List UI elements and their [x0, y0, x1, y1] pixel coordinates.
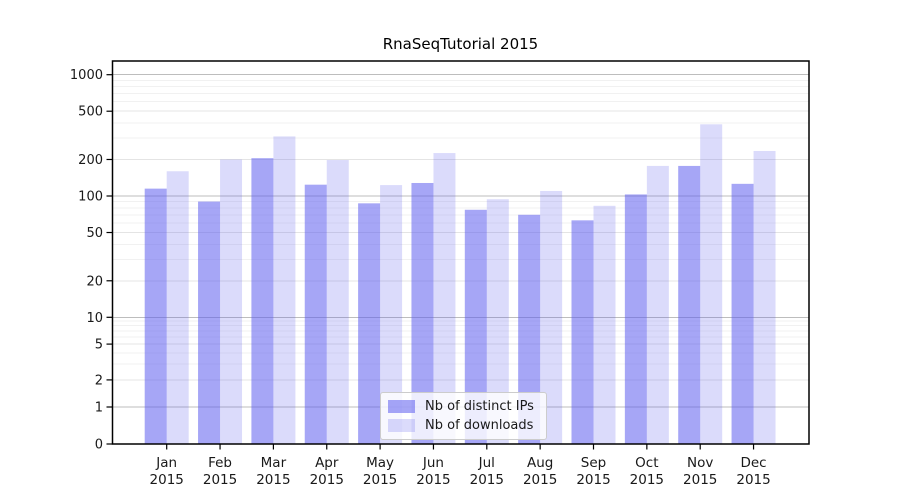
- bar-ips-oct: [624, 194, 647, 444]
- y-tick-label-200: 200: [78, 153, 103, 168]
- x-tick-year-feb: 2015: [203, 472, 237, 488]
- y-tick-label-5: 5: [95, 338, 103, 353]
- bar-downloads-may: [380, 185, 403, 444]
- bar-downloads-mar: [273, 136, 296, 444]
- bar-ips-nov: [678, 165, 701, 444]
- bar-downloads-aug: [540, 190, 563, 444]
- legend-swatch-downloads: [388, 419, 415, 432]
- y-tick-label-500: 500: [78, 105, 103, 120]
- x-tick-year-mar: 2015: [256, 472, 290, 488]
- y-tick-label-50: 50: [86, 226, 103, 241]
- bar-downloads-oct: [646, 165, 669, 444]
- y-tick-label-100: 100: [78, 190, 103, 205]
- bar-ips-jan: [144, 188, 167, 444]
- x-tick-label-jan: Jan: [155, 455, 177, 471]
- bar-downloads-jan: [166, 171, 189, 445]
- legend-swatch-distinct-ips: [388, 400, 415, 413]
- bar-downloads-nov: [700, 124, 723, 444]
- plot-border: [111, 60, 810, 445]
- bar-ips-may: [358, 203, 381, 444]
- legend-item-downloads: Nb of downloads: [388, 416, 540, 435]
- x-tick-label-nov: Nov: [687, 455, 713, 471]
- bar-ips-aug: [518, 214, 541, 444]
- bar-ips-feb: [198, 201, 221, 444]
- y-tick-label-2: 2: [95, 373, 103, 388]
- bar-downloads-feb: [220, 159, 243, 445]
- bar-ips-jun: [411, 182, 434, 445]
- bar-downloads-jun: [433, 153, 456, 445]
- bar-downloads-sep: [593, 205, 616, 444]
- y-tick-label-10: 10: [86, 311, 103, 326]
- y-tick-label-1000: 1000: [70, 68, 103, 83]
- x-tick-year-dec: 2015: [736, 472, 770, 488]
- x-tick-year-aug: 2015: [523, 472, 557, 488]
- x-tick-label-may: May: [366, 455, 394, 471]
- x-tick-year-may: 2015: [363, 472, 397, 488]
- bar-downloads-jul: [486, 199, 509, 444]
- x-tick-label-feb: Feb: [208, 455, 232, 471]
- bar-ips-dec: [731, 183, 754, 444]
- legend-item-distinct-ips: Nb of distinct IPs: [388, 397, 540, 416]
- x-tick-year-apr: 2015: [310, 472, 344, 488]
- legend-label-downloads: Nb of downloads: [425, 418, 534, 433]
- y-tick-label-20: 20: [86, 274, 103, 289]
- y-tick-label-0: 0: [95, 438, 103, 453]
- x-tick-label-aug: Aug: [527, 455, 553, 471]
- chart-title: RnaSeqTutorial 2015: [382, 35, 539, 53]
- x-tick-label-dec: Dec: [740, 455, 766, 471]
- x-tick-year-jun: 2015: [416, 472, 450, 488]
- x-tick-label-apr: Apr: [315, 455, 339, 471]
- x-tick-year-sep: 2015: [576, 472, 610, 488]
- bar-downloads-dec: [753, 150, 776, 444]
- x-tick-year-oct: 2015: [630, 472, 664, 488]
- x-tick-label-oct: Oct: [635, 455, 658, 471]
- x-tick-year-jul: 2015: [470, 472, 504, 488]
- y-tick-label-1: 1: [95, 401, 103, 416]
- bar-ips-sep: [571, 220, 594, 444]
- x-tick-label-jun: Jun: [422, 455, 444, 471]
- bar-ips-apr: [304, 184, 327, 444]
- bar-downloads-apr: [326, 160, 349, 444]
- x-tick-label-mar: Mar: [261, 455, 287, 471]
- x-tick-year-nov: 2015: [683, 472, 717, 488]
- x-tick-year-jan: 2015: [150, 472, 184, 488]
- bar-ips-mar: [251, 158, 274, 444]
- legend-label-distinct-ips: Nb of distinct IPs: [425, 399, 534, 414]
- legend: Nb of distinct IPs Nb of downloads: [380, 392, 547, 440]
- bar-ips-jul: [464, 209, 487, 444]
- x-tick-label-jul: Jul: [478, 455, 495, 471]
- x-tick-label-sep: Sep: [581, 455, 606, 471]
